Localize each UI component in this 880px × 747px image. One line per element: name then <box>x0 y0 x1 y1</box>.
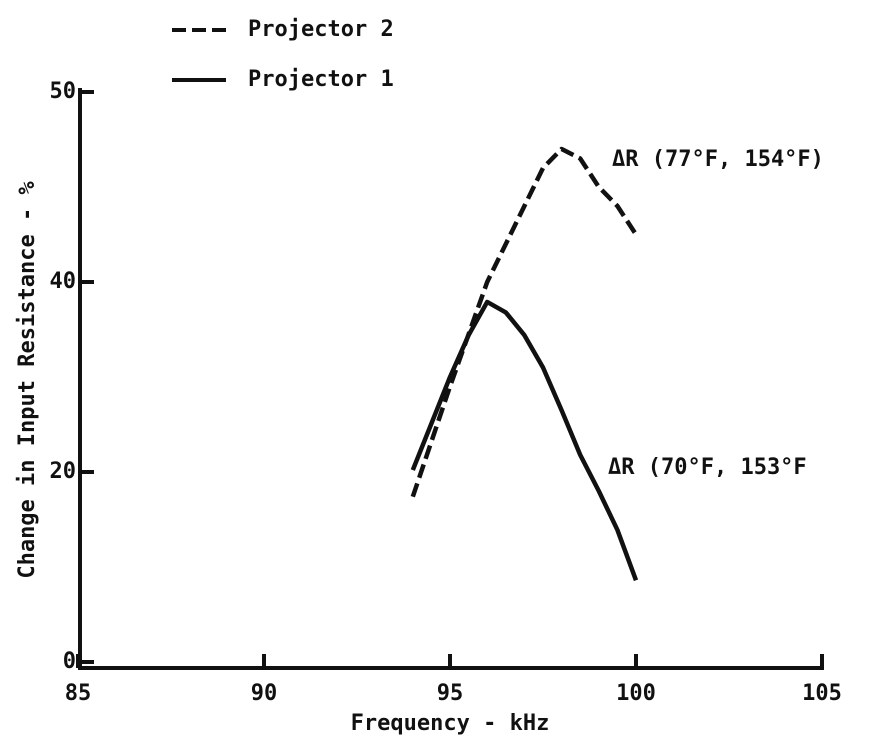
y-tick-label: 40 <box>50 269 77 294</box>
y-tick-label: 50 <box>50 79 77 104</box>
y-tick-label: 0 <box>63 649 76 674</box>
legend-label: Projector 2 <box>248 17 394 42</box>
x-tick-label: 90 <box>251 681 278 706</box>
y-tick-label: 20 <box>50 459 77 484</box>
annotation: ΔR (70°F, 153°F <box>608 455 807 480</box>
x-tick-label: 100 <box>616 681 656 706</box>
x-axis-label: Frequency - kHz <box>351 711 550 736</box>
series-line <box>410 146 638 498</box>
x-tick-label: 105 <box>802 681 842 706</box>
x-tick-label: 85 <box>65 681 92 706</box>
annotation: ΔR (77°F, 154°F) <box>612 147 824 172</box>
series-line <box>410 299 639 582</box>
legend-label: Projector 1 <box>248 67 394 92</box>
y-axis-label: Change in Input Resistance - % <box>15 181 40 579</box>
x-tick-label: 95 <box>437 681 464 706</box>
